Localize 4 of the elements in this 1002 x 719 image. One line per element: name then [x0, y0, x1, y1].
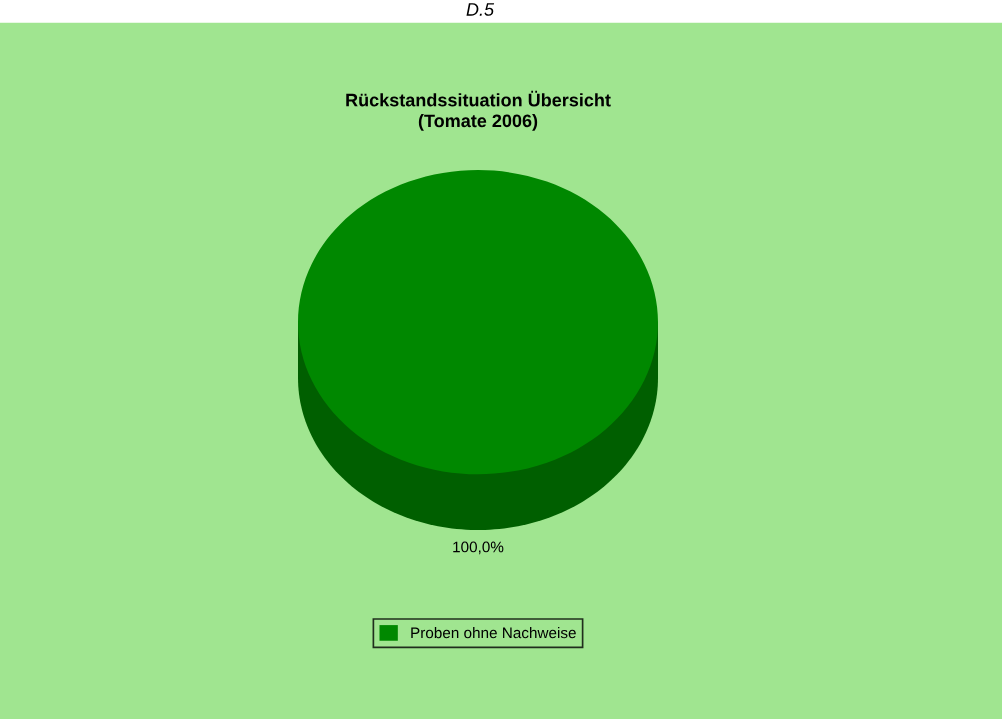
- data-label: 100,0%: [453, 541, 504, 555]
- chart-title: Rückstandssituation Übersicht (Tomate 2006): [346, 90, 611, 131]
- text: D.5: [466, 3, 495, 16]
- legend-label: Proben ohne Nachweise: [411, 627, 576, 639]
